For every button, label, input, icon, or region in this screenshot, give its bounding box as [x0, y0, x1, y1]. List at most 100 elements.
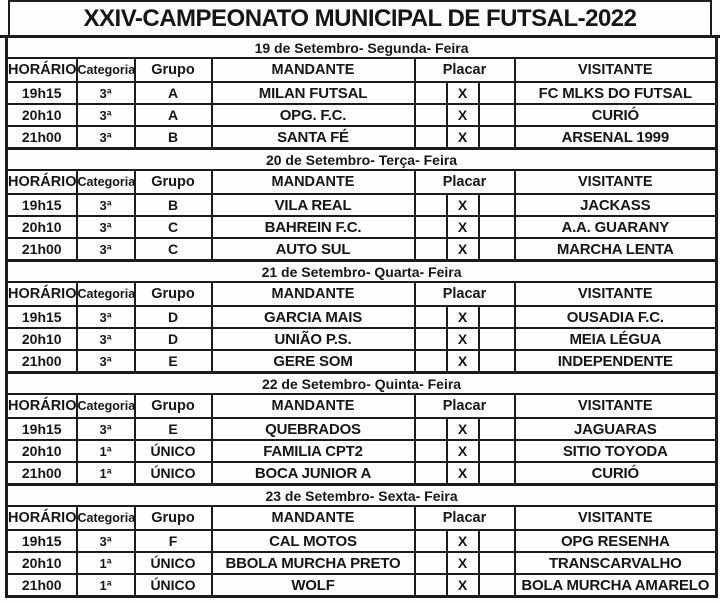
- date-header: 23 de Setembro- Sexta- Feira: [6, 486, 717, 507]
- date-header: 22 de Setembro- Quinta- Feira: [6, 374, 717, 395]
- day-schedule-table: 20 de Setembro- Terça- Feira HORÁRIO Cat…: [5, 150, 719, 262]
- match-category: 1ª: [75, 439, 136, 463]
- match-group: B: [133, 193, 213, 217]
- match-group: D: [133, 327, 213, 351]
- match-category: 1ª: [75, 551, 136, 575]
- away-score-box: [477, 193, 516, 217]
- away-score-box: [477, 529, 516, 553]
- match-group: E: [133, 349, 213, 374]
- away-score-box: [477, 551, 516, 575]
- home-team: GERE SOM: [210, 349, 416, 374]
- away-score-box: [477, 461, 516, 486]
- away-team: OUSADIA F.C.: [513, 305, 718, 329]
- schedule-sections: 19 de Setembro- Segunda- Feira HORÁRIO C…: [0, 38, 720, 598]
- away-score-box: [477, 237, 516, 262]
- home-score-box: [413, 81, 448, 105]
- away-score-box: [477, 573, 516, 598]
- away-score-box: [477, 327, 516, 351]
- home-score-box: [413, 215, 448, 239]
- home-score-box: [413, 529, 448, 553]
- col-header-placar: Placar: [413, 281, 516, 307]
- match-row: 20h10 3ª C BAHREIN F.C. X A.A. GUARANY: [5, 215, 718, 239]
- away-team: CURIÓ: [513, 103, 718, 127]
- col-header-visitante: VISITANTE: [513, 393, 718, 419]
- match-group: A: [133, 103, 213, 127]
- day-schedule-table: 23 de Setembro- Sexta- Feira HORÁRIO Cat…: [5, 486, 719, 598]
- score-x: X: [445, 237, 480, 262]
- home-score-box: [413, 327, 448, 351]
- away-team: SITIO TOYODA: [513, 439, 718, 463]
- away-score-box: [477, 417, 516, 441]
- match-time: 19h15: [5, 193, 78, 217]
- match-row: 19h15 3ª F CAL MOTOS X OPG RESENHA: [5, 529, 718, 553]
- home-team: QUEBRADOS: [210, 417, 416, 441]
- away-score-box: [477, 305, 516, 329]
- match-time: 21h00: [5, 125, 78, 150]
- match-row: 19h15 3ª E QUEBRADOS X JAGUARAS: [5, 417, 718, 441]
- home-team: AUTO SUL: [210, 237, 416, 262]
- home-team: BBOLA MURCHA PRETO: [210, 551, 416, 575]
- home-score-box: [413, 551, 448, 575]
- home-team: WOLF: [210, 573, 416, 598]
- away-score-box: [477, 349, 516, 374]
- col-header-visitante: VISITANTE: [513, 57, 718, 83]
- match-time: 21h00: [5, 461, 78, 486]
- score-x: X: [445, 81, 480, 105]
- col-header-horario: HORÁRIO: [5, 393, 78, 419]
- match-group: B: [133, 125, 213, 150]
- away-team: INDEPENDENTE: [513, 349, 718, 374]
- col-header-placar: Placar: [413, 57, 516, 83]
- away-team: FC MLKS DO FUTSAL: [513, 81, 718, 105]
- match-row: 20h10 3ª A OPG. F.C. X CURIÓ: [5, 103, 718, 127]
- score-x: X: [445, 461, 480, 486]
- col-header-grupo: Grupo: [133, 169, 213, 195]
- match-time: 19h15: [5, 417, 78, 441]
- match-category: 3ª: [75, 81, 136, 105]
- match-group: ÚNICO: [133, 439, 213, 463]
- match-time: 21h00: [5, 349, 78, 374]
- day-schedule-table: 22 de Setembro- Quinta- Feira HORÁRIO Ca…: [5, 374, 719, 486]
- match-time: 21h00: [5, 237, 78, 262]
- day-schedule-table: 19 de Setembro- Segunda- Feira HORÁRIO C…: [5, 38, 719, 150]
- home-team: FAMILIA CPT2: [210, 439, 416, 463]
- home-score-box: [413, 417, 448, 441]
- col-header-visitante: VISITANTE: [513, 169, 718, 195]
- match-row: 20h10 1ª ÚNICO BBOLA MURCHA PRETO X TRAN…: [5, 551, 718, 575]
- match-group: F: [133, 529, 213, 553]
- match-group: C: [133, 215, 213, 239]
- col-header-categoria: Categoria: [75, 393, 136, 419]
- date-header-row: 23 de Setembro- Sexta- Feira: [6, 486, 717, 507]
- home-score-box: [413, 305, 448, 329]
- home-team: UNIÃO P.S.: [210, 327, 416, 351]
- col-header-horario: HORÁRIO: [5, 169, 78, 195]
- match-time: 20h10: [5, 439, 78, 463]
- home-team: MILAN FUTSAL: [210, 81, 416, 105]
- col-header-placar: Placar: [413, 169, 516, 195]
- match-category: 3ª: [75, 349, 136, 374]
- date-header: 19 de Setembro- Segunda- Feira: [6, 38, 717, 59]
- home-score-box: [413, 237, 448, 262]
- home-team: SANTA FÉ: [210, 125, 416, 150]
- home-team: GARCIA MAIS: [210, 305, 416, 329]
- home-team: BOCA JUNIOR A: [210, 461, 416, 486]
- date-header-row: 20 de Setembro- Terça- Feira: [6, 150, 717, 171]
- match-row: 21h00 3ª E GERE SOM X INDEPENDENTE: [5, 349, 718, 374]
- match-row: 20h10 1ª ÚNICO FAMILIA CPT2 X SITIO TOYO…: [5, 439, 718, 463]
- col-header-horario: HORÁRIO: [5, 57, 78, 83]
- score-x: X: [445, 215, 480, 239]
- away-team: CURIÓ: [513, 461, 718, 486]
- score-x: X: [445, 573, 480, 598]
- col-header-mandante: MANDANTE: [210, 57, 416, 83]
- score-x: X: [445, 529, 480, 553]
- col-header-mandante: MANDANTE: [210, 281, 416, 307]
- match-row: 21h00 1ª ÚNICO BOCA JUNIOR A X CURIÓ: [5, 461, 718, 486]
- match-row: 19h15 3ª B VILA REAL X JACKASS: [5, 193, 718, 217]
- column-header-row: HORÁRIO Categoria Grupo MANDANTE Placar …: [5, 281, 718, 307]
- match-category: 3ª: [75, 417, 136, 441]
- home-score-box: [413, 125, 448, 150]
- away-team: MARCHA LENTA: [513, 237, 718, 262]
- match-row: 21h00 1ª ÚNICO WOLF X BOLA MURCHA AMAREL…: [5, 573, 718, 598]
- away-team: BOLA MURCHA AMARELO: [513, 573, 718, 598]
- away-team: JACKASS: [513, 193, 718, 217]
